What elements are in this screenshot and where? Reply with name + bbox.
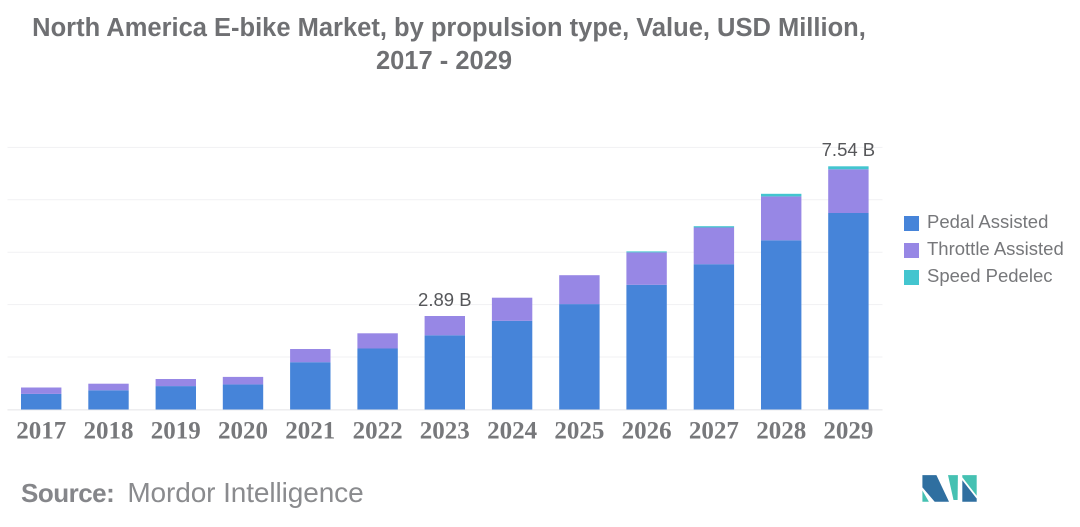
svg-text:2027: 2027 (689, 418, 739, 445)
svg-text:2021: 2021 (285, 418, 335, 445)
svg-text:2025: 2025 (554, 418, 604, 445)
svg-text:2.89 B: 2.89 B (418, 289, 472, 310)
svg-text:2018: 2018 (84, 418, 134, 445)
svg-text:2020: 2020 (218, 418, 268, 445)
svg-text:2029: 2029 (823, 418, 873, 445)
svg-text:2026: 2026 (622, 418, 672, 445)
svg-text:7.54 B: 7.54 B (822, 139, 876, 160)
svg-text:2028: 2028 (756, 418, 806, 445)
svg-text:2023: 2023 (420, 418, 470, 445)
svg-text:2019: 2019 (151, 418, 201, 445)
svg-text:2024: 2024 (487, 418, 538, 445)
svg-text:2022: 2022 (353, 418, 403, 445)
svg-text:2017: 2017 (16, 418, 66, 445)
